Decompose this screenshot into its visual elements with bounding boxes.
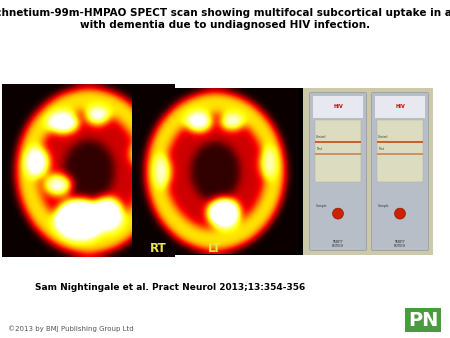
Text: HIV: HIV [395, 104, 405, 110]
Text: Test: Test [316, 147, 322, 151]
FancyBboxPatch shape [18, 88, 433, 255]
FancyBboxPatch shape [377, 120, 423, 182]
FancyBboxPatch shape [377, 141, 423, 143]
Text: PN: PN [408, 311, 438, 330]
Text: ©2013 by BMJ Publishing Group Ltd: ©2013 by BMJ Publishing Group Ltd [8, 325, 134, 332]
FancyBboxPatch shape [310, 93, 366, 250]
FancyBboxPatch shape [315, 141, 361, 143]
Text: with dementia due to undiagnosed HIV infection.: with dementia due to undiagnosed HIV inf… [80, 20, 370, 30]
Text: TRINITY
BIOTECH: TRINITY BIOTECH [332, 240, 344, 248]
FancyBboxPatch shape [405, 308, 441, 332]
Text: HIV: HIV [333, 104, 343, 110]
Text: RT: RT [149, 241, 166, 255]
Text: Left: technetium-99m-HMPAO SPECT scan showing multifocal subcortical uptake in a: Left: technetium-99m-HMPAO SPECT scan sh… [0, 8, 450, 18]
FancyBboxPatch shape [315, 120, 361, 182]
FancyBboxPatch shape [372, 93, 428, 250]
Text: TRINITY
BIOTECH: TRINITY BIOTECH [394, 240, 406, 248]
FancyBboxPatch shape [315, 153, 361, 155]
FancyBboxPatch shape [303, 88, 433, 255]
Text: Sam Nightingale et al. Pract Neurol 2013;13:354-356: Sam Nightingale et al. Pract Neurol 2013… [35, 283, 305, 292]
FancyBboxPatch shape [377, 153, 423, 155]
Text: Control: Control [316, 135, 327, 139]
Text: Test: Test [378, 147, 384, 151]
Circle shape [333, 208, 343, 219]
Text: Control: Control [378, 135, 388, 139]
Text: LT: LT [208, 241, 222, 255]
FancyBboxPatch shape [375, 96, 425, 118]
FancyBboxPatch shape [313, 96, 363, 118]
Circle shape [395, 208, 405, 219]
Text: Sample: Sample [316, 203, 328, 208]
Text: Sample: Sample [378, 203, 390, 208]
